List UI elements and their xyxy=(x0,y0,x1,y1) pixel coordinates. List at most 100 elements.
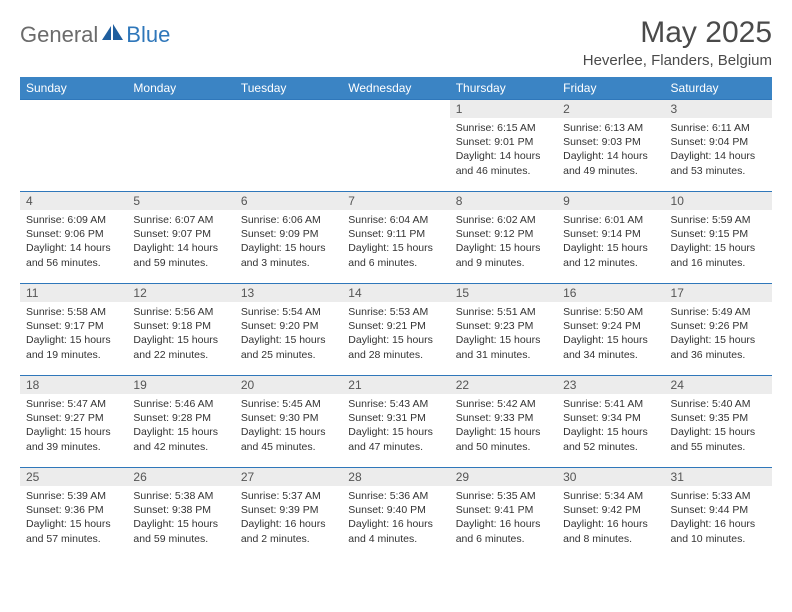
day-content: Sunrise: 5:53 AMSunset: 9:21 PMDaylight:… xyxy=(342,302,449,366)
title-block: May 2025 Heverlee, Flanders, Belgium xyxy=(583,16,772,69)
calendar-week-row: 11Sunrise: 5:58 AMSunset: 9:17 PMDayligh… xyxy=(20,284,772,376)
calendar-table: SundayMondayTuesdayWednesdayThursdayFrid… xyxy=(20,77,772,560)
day-number: 8 xyxy=(450,192,557,210)
calendar-day-cell: 6Sunrise: 6:06 AMSunset: 9:09 PMDaylight… xyxy=(235,192,342,284)
calendar-day-cell: 12Sunrise: 5:56 AMSunset: 9:18 PMDayligh… xyxy=(127,284,234,376)
location: Heverlee, Flanders, Belgium xyxy=(583,52,772,69)
day-number: 30 xyxy=(557,468,664,486)
day-content: Sunrise: 6:11 AMSunset: 9:04 PMDaylight:… xyxy=(665,118,772,182)
calendar-day-cell: .. xyxy=(342,100,449,192)
day-number: 21 xyxy=(342,376,449,394)
page-title: May 2025 xyxy=(583,16,772,50)
day-content: Sunrise: 5:51 AMSunset: 9:23 PMDaylight:… xyxy=(450,302,557,366)
calendar-day-cell: 14Sunrise: 5:53 AMSunset: 9:21 PMDayligh… xyxy=(342,284,449,376)
day-content: Sunrise: 5:59 AMSunset: 9:15 PMDaylight:… xyxy=(665,210,772,274)
calendar-day-cell: .. xyxy=(20,100,127,192)
day-number: 17 xyxy=(665,284,772,302)
day-number: 10 xyxy=(665,192,772,210)
day-content: Sunrise: 5:47 AMSunset: 9:27 PMDaylight:… xyxy=(20,394,127,458)
calendar-day-cell: 25Sunrise: 5:39 AMSunset: 9:36 PMDayligh… xyxy=(20,468,127,560)
calendar-day-cell: 28Sunrise: 5:36 AMSunset: 9:40 PMDayligh… xyxy=(342,468,449,560)
sail-icon xyxy=(102,24,124,47)
day-number: 6 xyxy=(235,192,342,210)
day-number: 15 xyxy=(450,284,557,302)
logo: General Blue xyxy=(20,16,170,48)
day-content: Sunrise: 5:34 AMSunset: 9:42 PMDaylight:… xyxy=(557,486,664,550)
day-content: Sunrise: 5:45 AMSunset: 9:30 PMDaylight:… xyxy=(235,394,342,458)
day-number: 14 xyxy=(342,284,449,302)
day-content: Sunrise: 6:15 AMSunset: 9:01 PMDaylight:… xyxy=(450,118,557,182)
day-number: 27 xyxy=(235,468,342,486)
calendar-day-cell: 3Sunrise: 6:11 AMSunset: 9:04 PMDaylight… xyxy=(665,100,772,192)
calendar-day-cell: 29Sunrise: 5:35 AMSunset: 9:41 PMDayligh… xyxy=(450,468,557,560)
day-content: Sunrise: 5:33 AMSunset: 9:44 PMDaylight:… xyxy=(665,486,772,550)
calendar-day-cell: 2Sunrise: 6:13 AMSunset: 9:03 PMDaylight… xyxy=(557,100,664,192)
day-content: Sunrise: 5:37 AMSunset: 9:39 PMDaylight:… xyxy=(235,486,342,550)
day-number: 31 xyxy=(665,468,772,486)
day-number: 1 xyxy=(450,100,557,118)
day-number: 22 xyxy=(450,376,557,394)
calendar-day-cell: 27Sunrise: 5:37 AMSunset: 9:39 PMDayligh… xyxy=(235,468,342,560)
calendar-body: ........1Sunrise: 6:15 AMSunset: 9:01 PM… xyxy=(20,100,772,560)
calendar-day-cell: 23Sunrise: 5:41 AMSunset: 9:34 PMDayligh… xyxy=(557,376,664,468)
day-number: 13 xyxy=(235,284,342,302)
calendar-day-cell: 31Sunrise: 5:33 AMSunset: 9:44 PMDayligh… xyxy=(665,468,772,560)
day-content: Sunrise: 5:58 AMSunset: 9:17 PMDaylight:… xyxy=(20,302,127,366)
weekday-header: Sunday xyxy=(20,77,127,100)
day-content: Sunrise: 5:41 AMSunset: 9:34 PMDaylight:… xyxy=(557,394,664,458)
day-content: Sunrise: 5:46 AMSunset: 9:28 PMDaylight:… xyxy=(127,394,234,458)
day-content: Sunrise: 6:01 AMSunset: 9:14 PMDaylight:… xyxy=(557,210,664,274)
day-number: 25 xyxy=(20,468,127,486)
logo-text-blue: Blue xyxy=(126,22,170,48)
day-number: 26 xyxy=(127,468,234,486)
day-content: Sunrise: 5:36 AMSunset: 9:40 PMDaylight:… xyxy=(342,486,449,550)
calendar-day-cell: 1Sunrise: 6:15 AMSunset: 9:01 PMDaylight… xyxy=(450,100,557,192)
calendar-day-cell: 11Sunrise: 5:58 AMSunset: 9:17 PMDayligh… xyxy=(20,284,127,376)
calendar-day-cell: 5Sunrise: 6:07 AMSunset: 9:07 PMDaylight… xyxy=(127,192,234,284)
calendar-day-cell: 13Sunrise: 5:54 AMSunset: 9:20 PMDayligh… xyxy=(235,284,342,376)
day-content: Sunrise: 6:04 AMSunset: 9:11 PMDaylight:… xyxy=(342,210,449,274)
day-number: 29 xyxy=(450,468,557,486)
day-content: Sunrise: 6:09 AMSunset: 9:06 PMDaylight:… xyxy=(20,210,127,274)
day-content: Sunrise: 5:35 AMSunset: 9:41 PMDaylight:… xyxy=(450,486,557,550)
calendar-week-row: ........1Sunrise: 6:15 AMSunset: 9:01 PM… xyxy=(20,100,772,192)
calendar-week-row: 18Sunrise: 5:47 AMSunset: 9:27 PMDayligh… xyxy=(20,376,772,468)
calendar-day-cell: .. xyxy=(235,100,342,192)
day-content: Sunrise: 5:54 AMSunset: 9:20 PMDaylight:… xyxy=(235,302,342,366)
day-number: 7 xyxy=(342,192,449,210)
calendar-day-cell: 30Sunrise: 5:34 AMSunset: 9:42 PMDayligh… xyxy=(557,468,664,560)
day-content: Sunrise: 5:49 AMSunset: 9:26 PMDaylight:… xyxy=(665,302,772,366)
day-number: 9 xyxy=(557,192,664,210)
calendar-day-cell: .. xyxy=(127,100,234,192)
calendar-day-cell: 19Sunrise: 5:46 AMSunset: 9:28 PMDayligh… xyxy=(127,376,234,468)
weekday-header: Thursday xyxy=(450,77,557,100)
day-number: 12 xyxy=(127,284,234,302)
weekday-header: Wednesday xyxy=(342,77,449,100)
calendar-day-cell: 8Sunrise: 6:02 AMSunset: 9:12 PMDaylight… xyxy=(450,192,557,284)
day-content: Sunrise: 5:42 AMSunset: 9:33 PMDaylight:… xyxy=(450,394,557,458)
calendar-day-cell: 10Sunrise: 5:59 AMSunset: 9:15 PMDayligh… xyxy=(665,192,772,284)
calendar-day-cell: 22Sunrise: 5:42 AMSunset: 9:33 PMDayligh… xyxy=(450,376,557,468)
day-number: 20 xyxy=(235,376,342,394)
weekday-header: Tuesday xyxy=(235,77,342,100)
day-number: 4 xyxy=(20,192,127,210)
day-content: Sunrise: 5:43 AMSunset: 9:31 PMDaylight:… xyxy=(342,394,449,458)
day-content: Sunrise: 5:56 AMSunset: 9:18 PMDaylight:… xyxy=(127,302,234,366)
logo-text-general: General xyxy=(20,22,98,48)
day-number: 24 xyxy=(665,376,772,394)
day-number: 18 xyxy=(20,376,127,394)
day-number: 23 xyxy=(557,376,664,394)
calendar-day-cell: 24Sunrise: 5:40 AMSunset: 9:35 PMDayligh… xyxy=(665,376,772,468)
weekday-header: Saturday xyxy=(665,77,772,100)
calendar-day-cell: 20Sunrise: 5:45 AMSunset: 9:30 PMDayligh… xyxy=(235,376,342,468)
calendar-day-cell: 17Sunrise: 5:49 AMSunset: 9:26 PMDayligh… xyxy=(665,284,772,376)
weekday-header-row: SundayMondayTuesdayWednesdayThursdayFrid… xyxy=(20,77,772,100)
day-content: Sunrise: 5:40 AMSunset: 9:35 PMDaylight:… xyxy=(665,394,772,458)
day-content: Sunrise: 6:02 AMSunset: 9:12 PMDaylight:… xyxy=(450,210,557,274)
day-number: 16 xyxy=(557,284,664,302)
calendar-day-cell: 4Sunrise: 6:09 AMSunset: 9:06 PMDaylight… xyxy=(20,192,127,284)
calendar-day-cell: 9Sunrise: 6:01 AMSunset: 9:14 PMDaylight… xyxy=(557,192,664,284)
calendar-day-cell: 21Sunrise: 5:43 AMSunset: 9:31 PMDayligh… xyxy=(342,376,449,468)
calendar-day-cell: 18Sunrise: 5:47 AMSunset: 9:27 PMDayligh… xyxy=(20,376,127,468)
day-number: 2 xyxy=(557,100,664,118)
